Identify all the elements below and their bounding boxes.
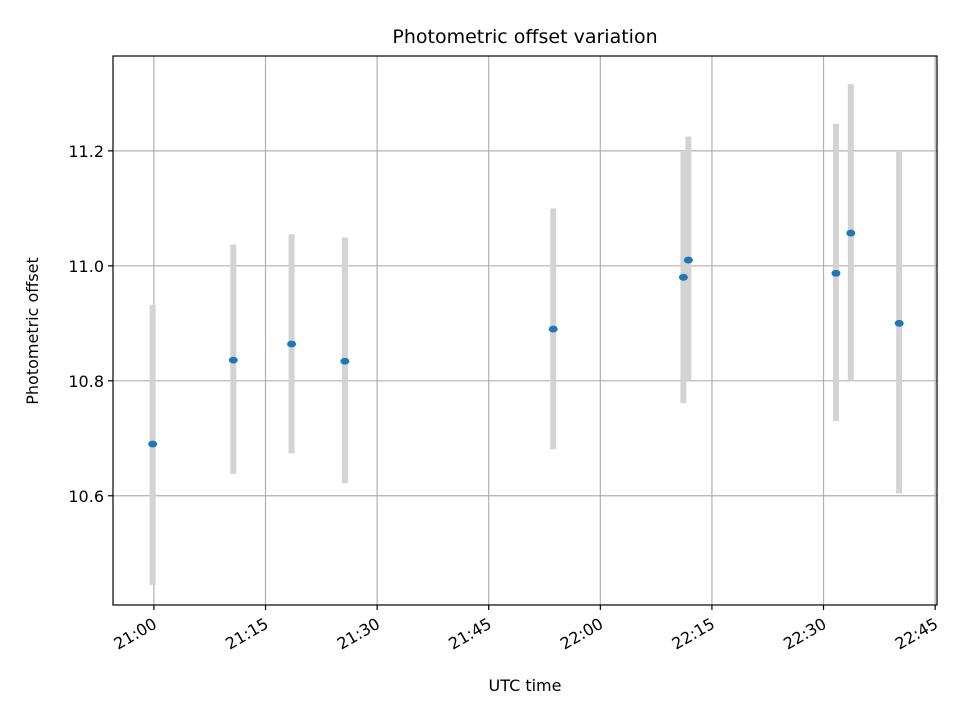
grid-lines	[113, 56, 937, 605]
data-point	[846, 229, 856, 237]
data-point	[894, 319, 904, 327]
data-point	[228, 356, 238, 364]
plot-frame	[112, 55, 938, 606]
data-point	[683, 256, 693, 264]
data-point	[831, 269, 841, 277]
chart-title: Photometric offset variation	[392, 26, 657, 48]
data-point	[548, 325, 558, 333]
data-point	[340, 357, 350, 365]
plot-area	[112, 55, 938, 606]
data-points	[148, 229, 904, 448]
y-tick-label: 11.2	[68, 142, 104, 161]
data-point	[148, 440, 158, 448]
y-axis-ticks: 10.6 10.8 11.0 11.2	[68, 142, 113, 506]
y-tick-label: 10.8	[68, 372, 104, 391]
y-axis-title: Photometric offset	[23, 257, 42, 405]
data-point	[678, 273, 688, 281]
y-tick-label: 10.6	[68, 487, 104, 506]
y-tick-label: 11.0	[68, 257, 104, 276]
x-axis-title: UTC time	[489, 676, 562, 695]
data-point	[287, 340, 297, 348]
